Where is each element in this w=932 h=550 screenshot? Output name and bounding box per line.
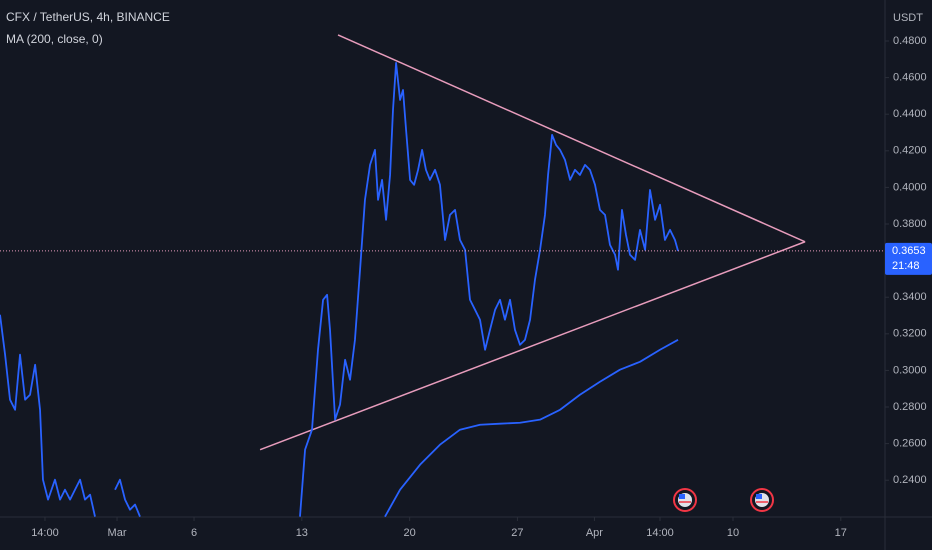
x-tick-label: 20 bbox=[403, 527, 415, 539]
chart-title: CFX / TetherUS, 4h, BINANCE bbox=[6, 10, 170, 24]
x-tick-label: Apr bbox=[586, 527, 603, 539]
plot-area bbox=[0, 34, 806, 517]
y-tick-label: 0.4800 bbox=[893, 35, 927, 47]
countdown-label: 21:48 bbox=[892, 260, 920, 272]
trendline bbox=[259, 241, 806, 451]
event-icon[interactable] bbox=[673, 488, 697, 512]
y-tick-label: 0.2600 bbox=[893, 438, 927, 450]
x-tick-label: 13 bbox=[296, 527, 308, 539]
x-tick-label: 27 bbox=[511, 527, 523, 539]
event-icon[interactable] bbox=[750, 488, 774, 512]
x-tick-label: Mar bbox=[108, 527, 127, 539]
y-tick-label: 0.3400 bbox=[893, 291, 927, 303]
y-tick-label: 0.3200 bbox=[893, 328, 927, 340]
x-tick-label: 14:00 bbox=[31, 527, 59, 539]
y-tick-label: 0.4600 bbox=[893, 72, 927, 84]
price-line bbox=[384, 339, 679, 517]
y-tick-label: 0.4400 bbox=[893, 108, 927, 120]
x-tick-label: 14:00 bbox=[646, 527, 674, 539]
indicator-label: MA (200, close, 0) bbox=[6, 32, 103, 46]
y-tick-label: 0.3000 bbox=[893, 364, 927, 376]
y-unit: USDT bbox=[893, 12, 923, 24]
last-price-box bbox=[885, 242, 932, 275]
x-tick-label: 17 bbox=[835, 527, 847, 539]
x-tick-label: 10 bbox=[727, 527, 739, 539]
trendline bbox=[337, 34, 806, 243]
y-tick-label: 0.2400 bbox=[893, 474, 927, 486]
price-line bbox=[0, 62, 679, 517]
y-tick-label: 0.3800 bbox=[893, 218, 927, 230]
last-price-label: 0.3653 bbox=[892, 245, 926, 257]
y-tick-label: 0.4200 bbox=[893, 145, 927, 157]
y-tick-label: 0.4000 bbox=[893, 181, 927, 193]
y-tick-label: 0.2800 bbox=[893, 401, 927, 413]
x-tick-label: 6 bbox=[191, 527, 197, 539]
